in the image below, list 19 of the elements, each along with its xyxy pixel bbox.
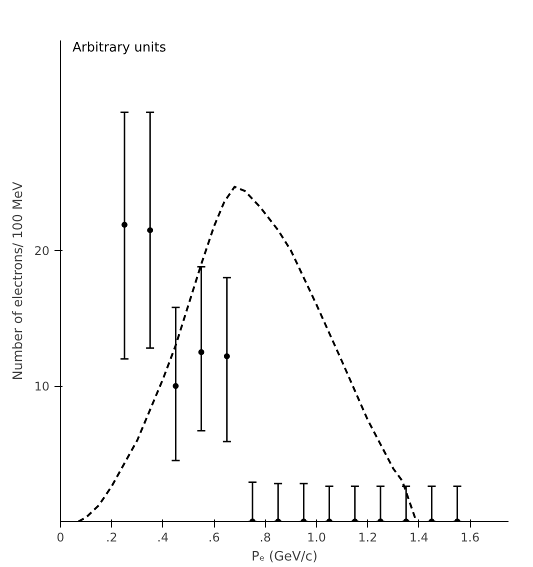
x-tick-label: .6: [208, 530, 220, 544]
annotation: Arbitrary units: [72, 40, 166, 56]
x-tick-label: .2: [106, 530, 118, 544]
y-tick-label: 10: [34, 380, 50, 394]
point: [198, 349, 204, 356]
x-tick-label: .4: [157, 530, 169, 544]
x-tick-label: 1.0: [306, 530, 326, 544]
x-tick-label: 1.6: [460, 530, 480, 544]
point: [122, 222, 128, 228]
point: [147, 227, 154, 234]
y-tick-label: 20: [34, 244, 50, 258]
x-tick-label: 1.2: [358, 530, 378, 544]
point: [224, 353, 230, 360]
x-tick-label: 0: [56, 530, 64, 544]
x-tick-label: 1.4: [409, 530, 428, 544]
y-axis-title: Number of electrons/ 100 MeV: [11, 182, 26, 380]
x-axis-title: Pₑ (GeV/c): [251, 550, 318, 564]
x-tick-label: .8: [260, 530, 272, 544]
point: [172, 383, 179, 389]
